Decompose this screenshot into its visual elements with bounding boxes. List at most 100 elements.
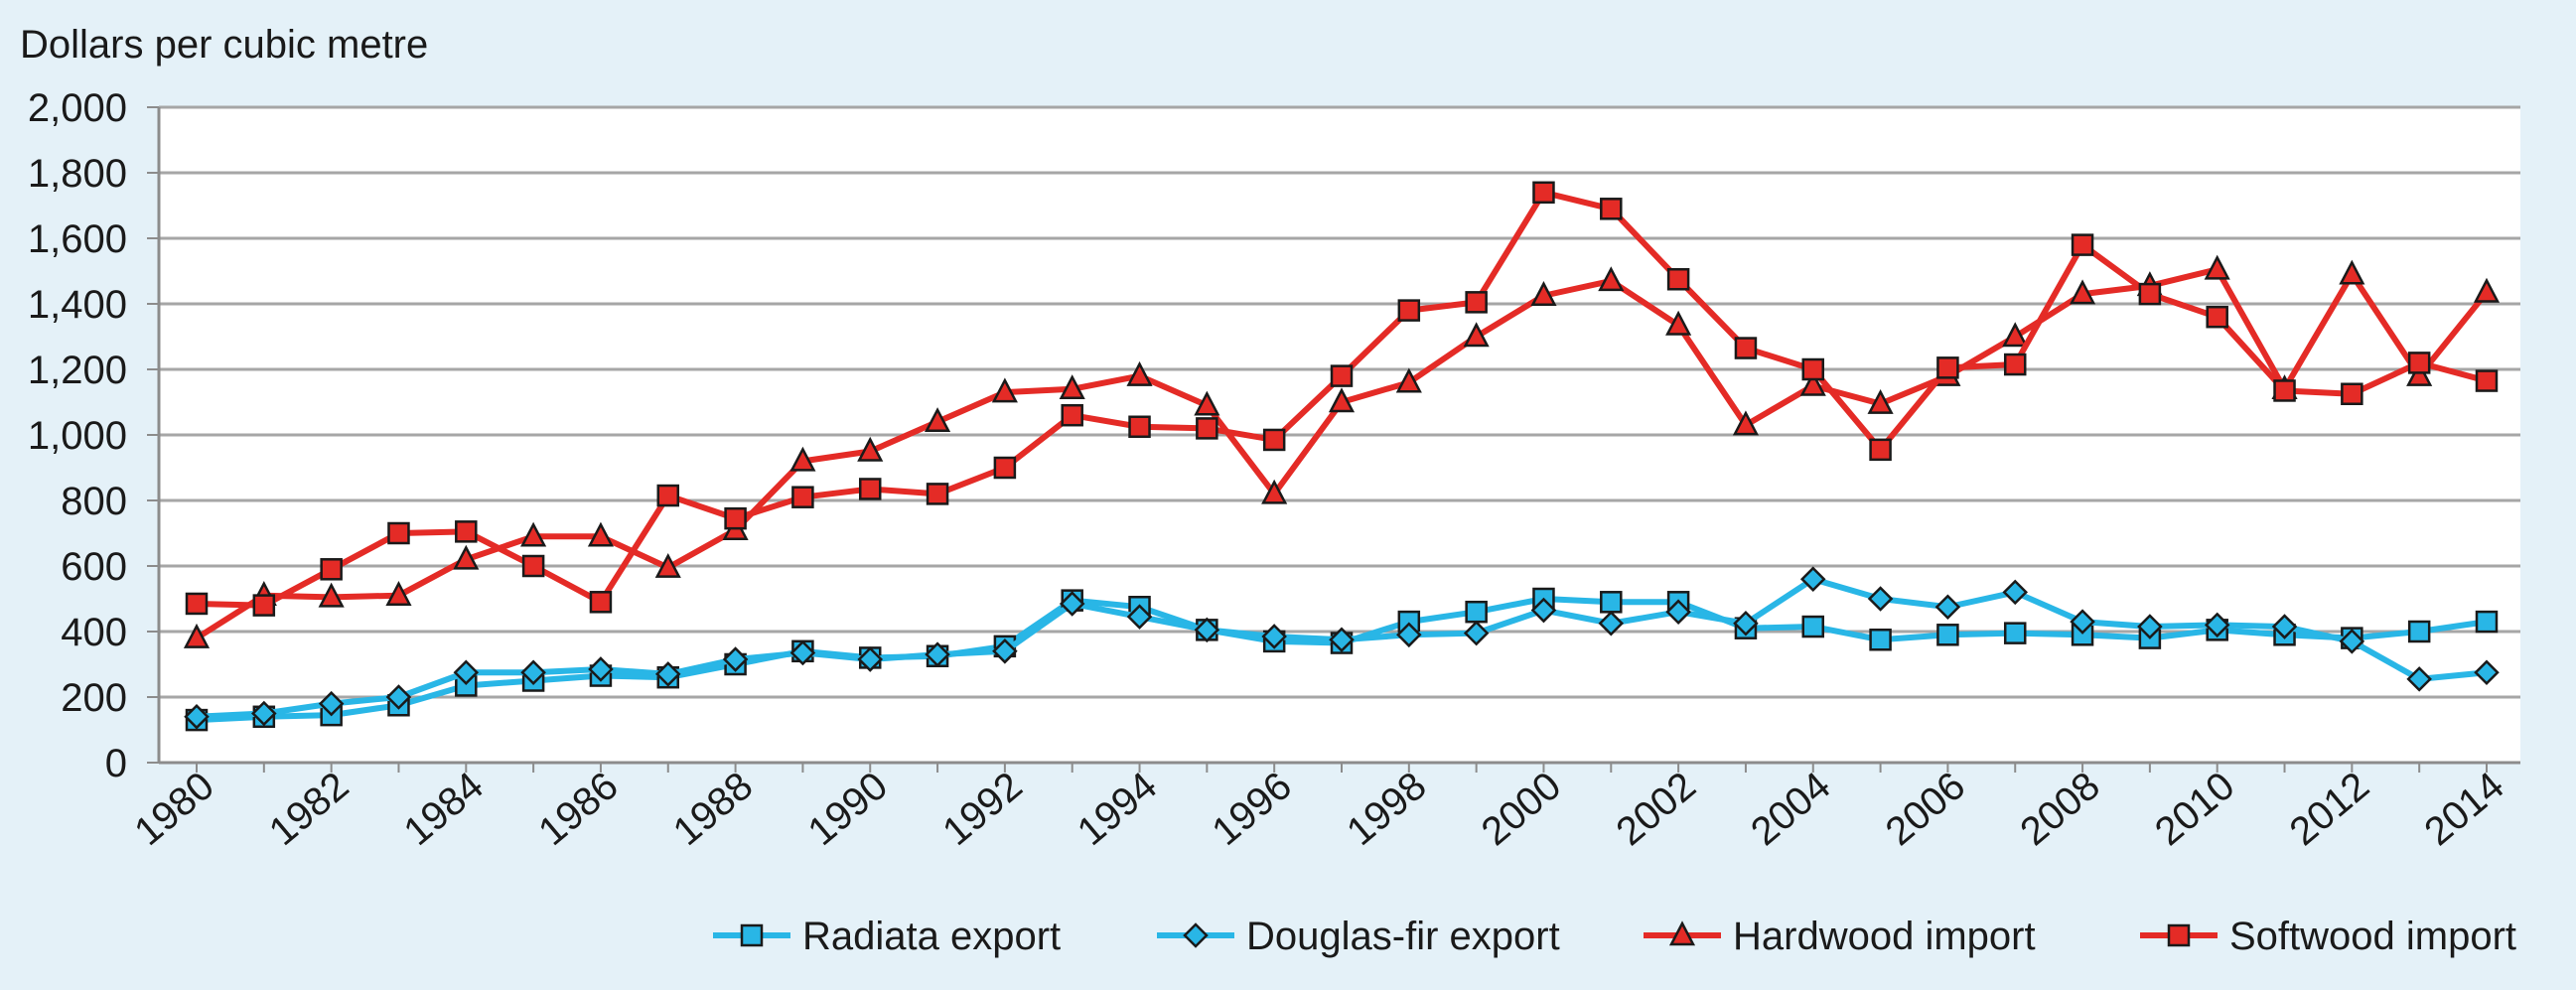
data-point-diamond [1665, 599, 1691, 625]
y-tick-label: 0 [105, 742, 127, 785]
data-point-square [2206, 305, 2228, 329]
series-softwood-import [185, 181, 2499, 617]
legend-label: Radiata export [802, 915, 1061, 958]
y-tick-label: 2,000 [28, 86, 127, 130]
data-point-square [252, 594, 276, 617]
data-point-diamond [2137, 614, 2163, 639]
data-point-triangle [385, 581, 412, 606]
data-point-square [1330, 364, 1354, 387]
data-point-triangle [789, 446, 816, 472]
data-point-square [1061, 403, 1083, 427]
data-point-square [2167, 923, 2191, 947]
y-tick-label: 800 [61, 480, 127, 523]
data-point-diamond [992, 638, 1018, 664]
data-point-square [1734, 337, 1758, 359]
y-tick-label: 1,600 [28, 217, 127, 261]
data-point-triangle [453, 544, 480, 570]
data-point-diamond [1126, 604, 1153, 630]
data-point-triangle [1732, 410, 1760, 436]
legend-label: Douglas-fir export [1246, 915, 1560, 958]
data-point-diamond [654, 661, 681, 687]
data-point-square [1869, 629, 1892, 651]
data-point-diamond [1598, 610, 1625, 636]
data-point-square [387, 521, 410, 545]
gridlines [159, 105, 2520, 699]
data-point-triangle [318, 582, 345, 608]
data-point-diamond [1059, 591, 1085, 617]
data-point-diamond [385, 684, 412, 710]
data-point-square [320, 558, 343, 581]
data-point-diamond [1934, 594, 1961, 621]
data-point-diamond [1733, 610, 1759, 636]
data-point-triangle [1665, 310, 1692, 336]
data-point-square [589, 591, 613, 614]
y-tick-label: 1,000 [28, 414, 127, 458]
data-point-square [2071, 233, 2094, 256]
data-point-triangle [991, 377, 1018, 403]
data-point-diamond [1194, 617, 1220, 643]
data-point-triangle [654, 552, 681, 578]
data-point-diamond [722, 646, 749, 672]
data-point-square [1600, 591, 1623, 614]
data-point-triangle [1668, 920, 1696, 946]
data-point-diamond [453, 659, 480, 686]
data-point-diamond [2406, 666, 2432, 692]
data-point-diamond [1867, 586, 1894, 612]
data-point-diamond [1463, 620, 1490, 646]
data-point-triangle [587, 521, 615, 547]
data-point-square [1801, 615, 1825, 638]
data-point-square [1128, 415, 1151, 438]
data-point-triangle [1867, 388, 1894, 414]
data-point-square [1465, 291, 1488, 314]
data-point-square [1262, 428, 1286, 452]
data-point-triangle [1598, 266, 1625, 292]
data-point-triangle [2069, 279, 2096, 305]
data-point-diamond [925, 641, 950, 667]
data-point-triangle [2002, 322, 2029, 348]
data-point-square [2138, 282, 2162, 306]
data-point-diamond [2002, 579, 2029, 606]
data-point-square [2475, 369, 2499, 392]
data-point-triangle [2204, 254, 2230, 280]
data-point-square [1397, 299, 1421, 322]
data-point-diamond [2339, 629, 2365, 654]
data-point-diamond [2070, 609, 2095, 635]
data-point-square [1801, 357, 1825, 381]
data-point-square [2341, 382, 2363, 405]
data-point-square [455, 520, 478, 543]
data-point-diamond [1329, 627, 1355, 653]
y-tick-label: 1,800 [28, 152, 127, 196]
data-point-diamond [1396, 622, 1422, 648]
data-point-diamond [318, 690, 345, 717]
y-tick-label: 200 [61, 676, 127, 720]
data-point-square [740, 923, 764, 947]
data-point-diamond [1183, 922, 1209, 948]
data-point-square [2273, 379, 2296, 402]
data-point-diamond [588, 656, 614, 682]
data-point-diamond [789, 639, 816, 666]
data-point-triangle [1059, 374, 1085, 400]
data-point-square [1532, 181, 1555, 205]
y-tick-label: 1,400 [28, 283, 127, 327]
data-point-triangle [1463, 322, 1490, 348]
data-point-square [2407, 620, 2431, 643]
data-point-triangle [183, 623, 211, 648]
data-point-square [1196, 417, 1218, 440]
data-point-triangle [1799, 370, 1826, 396]
data-point-diamond [1799, 566, 1826, 592]
legend-label: Softwood import [2229, 915, 2516, 958]
data-point-square [1936, 624, 1959, 646]
data-point-triangle [2406, 360, 2433, 386]
data-point-triangle [1530, 281, 1557, 306]
data-point-triangle [1261, 479, 1288, 504]
data-point-diamond [2271, 614, 2298, 639]
data-point-square [2407, 352, 2431, 374]
data-point-triangle [1194, 390, 1220, 416]
data-point-diamond [2204, 612, 2230, 638]
data-point-diamond [251, 700, 277, 727]
data-point-triangle [924, 407, 951, 433]
data-point-triangle [2473, 277, 2501, 303]
data-point-triangle [1395, 367, 1422, 393]
legend-item-douglas-fir-export: Douglas-fir export [1157, 915, 1560, 958]
